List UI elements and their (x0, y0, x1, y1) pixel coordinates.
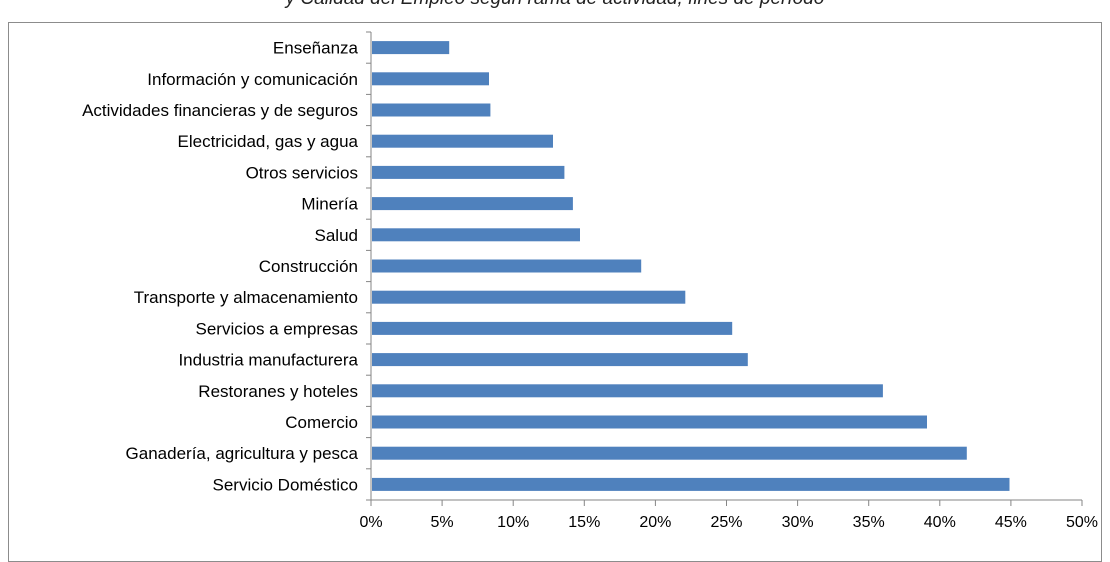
bars-group (372, 41, 1010, 491)
labels-group: Enseñanza Información y comunicación Activ… (82, 39, 1098, 531)
bar-8 (372, 290, 686, 304)
category-label-0: Enseñanza (273, 39, 359, 58)
bar-6 (372, 228, 580, 242)
bar-5 (372, 197, 573, 211)
category-label-9: Servicios a empresas (195, 319, 358, 338)
category-label-10: Industria manufacturera (178, 351, 358, 370)
bar-13 (372, 446, 967, 460)
axes-group (366, 31, 1083, 506)
category-label-14: Servicio Doméstico (213, 475, 359, 494)
x-tick-label-8: 40% (924, 514, 956, 531)
category-label-3: Electricidad, gas y agua (178, 132, 359, 151)
x-tick-label-5: 25% (710, 514, 742, 531)
x-tick-label-7: 35% (853, 514, 885, 531)
category-label-8: Transporte y almacenamiento (134, 288, 358, 307)
bar-12 (372, 415, 927, 429)
x-tick-label-9: 45% (995, 514, 1027, 531)
category-label-5: Minería (301, 195, 358, 214)
bar-chart: Enseñanza Información y comunicación Activ… (82, 31, 1098, 531)
category-label-13: Ganadería, agricultura y pesca (126, 444, 359, 463)
category-label-1: Información y comunicación (147, 70, 358, 89)
category-label-4: Otros servicios (246, 163, 358, 182)
category-label-6: Salud (315, 226, 358, 245)
bar-3 (372, 134, 553, 148)
x-tick-label-2: 10% (497, 514, 529, 531)
x-tick-label-3: 15% (568, 514, 600, 531)
x-tick-label-4: 20% (639, 514, 671, 531)
x-tick-label-10: 50% (1066, 514, 1098, 531)
chart-caption: y Calidad del Empleo según rama de activ… (0, 0, 1110, 10)
bar-1 (372, 72, 489, 86)
category-label-11: Restoranes y hoteles (198, 382, 358, 401)
bar-10 (372, 353, 748, 367)
x-tick-label-1: 5% (431, 514, 454, 531)
category-label-7: Construcción (259, 257, 358, 276)
bar-4 (372, 165, 565, 179)
bar-0 (372, 41, 450, 55)
x-tick-label-0: 0% (359, 514, 382, 531)
category-label-12: Comercio (285, 413, 358, 432)
bar-7 (372, 259, 642, 273)
bar-11 (372, 384, 883, 398)
bar-2 (372, 103, 491, 117)
bar-9 (372, 321, 733, 335)
x-tick-label-6: 30% (782, 514, 814, 531)
bar-14 (372, 477, 1010, 491)
category-label-2: Actividades financieras y de seguros (82, 101, 358, 120)
